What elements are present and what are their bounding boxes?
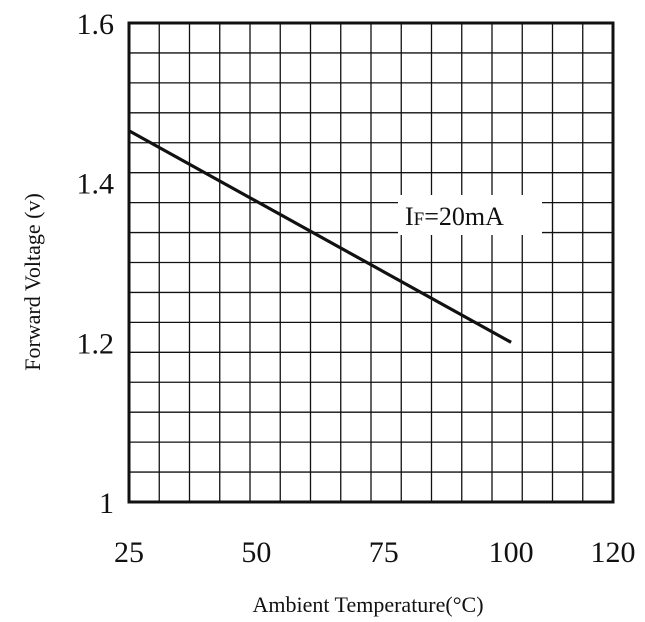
series-layer [128, 129, 512, 344]
grid [129, 23, 613, 502]
x-tick-label: 75 [369, 536, 399, 569]
current-annotation: IF=20mA [405, 202, 504, 231]
x-axis-title: Ambient Temperature(°C) [252, 592, 483, 617]
y-tick-label: 1.2 [77, 327, 115, 360]
y-tick-label: 1.6 [77, 8, 115, 41]
y-axis-title: Forward Voltage (v) [20, 193, 45, 371]
x-tick-label: 120 [591, 536, 636, 569]
annotation-background [398, 195, 542, 235]
series-line [128, 129, 512, 344]
annotation-subscript: F [414, 209, 425, 230]
y-tick-label: 1 [99, 487, 114, 520]
x-tick-label: 25 [114, 536, 144, 569]
x-tick-label: 100 [489, 536, 534, 569]
y-tick-labels: 1 1.2 1.4 1.6 [77, 8, 115, 520]
x-tick-label: 50 [241, 536, 271, 569]
annotation-main: I [405, 202, 414, 231]
x-tick-labels: 25 50 75 100 120 [114, 536, 636, 569]
plot-area-border [127, 21, 615, 504]
y-tick-label: 1.4 [77, 168, 115, 201]
annotation-value: =20mA [424, 202, 504, 231]
